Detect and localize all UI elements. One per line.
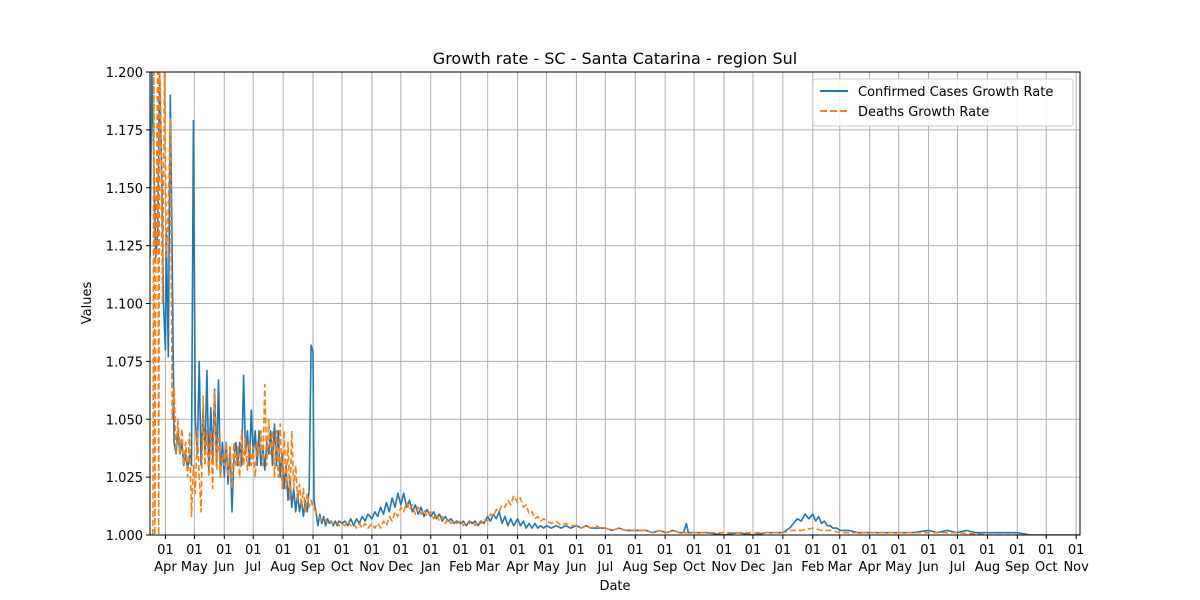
x-tick-month: Mar bbox=[475, 560, 500, 575]
x-tick-month: Sep bbox=[653, 560, 678, 575]
x-tick-month: Apr bbox=[858, 560, 881, 575]
x-tick-day: 01 bbox=[1009, 543, 1026, 558]
x-tick-month: Nov bbox=[359, 560, 385, 575]
x-tick-day: 01 bbox=[305, 543, 322, 558]
series-confirmed-cases-line bbox=[150, 72, 1080, 535]
y-tick-label: 1.175 bbox=[106, 124, 143, 139]
x-tick-day: 01 bbox=[804, 543, 821, 558]
x-tick-day: 01 bbox=[657, 543, 674, 558]
x-tick-day: 01 bbox=[422, 543, 439, 558]
x-tick-month: Aug bbox=[623, 560, 648, 575]
x-tick-day: 01 bbox=[334, 543, 351, 558]
x-tick-day: 01 bbox=[216, 543, 233, 558]
x-tick-day: 01 bbox=[568, 543, 585, 558]
x-tick-month: Jul bbox=[949, 560, 966, 575]
x-tick-month: Nov bbox=[711, 560, 737, 575]
x-tick-day: 01 bbox=[509, 543, 526, 558]
x-tick-month: Jul bbox=[244, 560, 261, 575]
x-tick-month: Aug bbox=[975, 560, 1000, 575]
x-tick-month: Jun bbox=[213, 560, 234, 575]
x-axis: 01 Apr 01 May 01 Jun 01 Jul 01 Aug 01 Sep 01 Oct 01 Nov… bbox=[154, 535, 1089, 575]
y-axis-label: Values bbox=[80, 282, 95, 325]
x-tick-day: 01 bbox=[686, 543, 703, 558]
x-tick-month: Dec bbox=[740, 560, 765, 575]
x-tick-month: Jan bbox=[420, 560, 441, 575]
x-tick-month: Aug bbox=[270, 560, 295, 575]
x-tick-month: Jun bbox=[565, 560, 586, 575]
x-tick-month: Nov bbox=[1063, 560, 1089, 575]
x-tick-day: 01 bbox=[245, 543, 262, 558]
x-tick-month: May bbox=[533, 560, 560, 575]
series-deaths-line bbox=[152, 72, 1080, 535]
x-tick-month: May bbox=[181, 560, 208, 575]
x-tick-day: 01 bbox=[949, 543, 966, 558]
x-tick-day: 01 bbox=[538, 543, 555, 558]
x-tick-month: May bbox=[885, 560, 912, 575]
x-tick-day: 01 bbox=[979, 543, 996, 558]
x-tick-month: Oct bbox=[1035, 560, 1057, 575]
grid-lines bbox=[150, 71, 1080, 536]
x-tick-month: Oct bbox=[683, 560, 705, 575]
y-tick-label: 1.050 bbox=[106, 413, 143, 428]
x-tick-day: 01 bbox=[745, 543, 762, 558]
x-tick-day: 01 bbox=[186, 543, 203, 558]
x-tick-day: 01 bbox=[452, 543, 469, 558]
x-tick-day: 01 bbox=[716, 543, 733, 558]
y-axis: 1.000 1.025 1.050 1.075 1.100 1.125 1.150 1.175… bbox=[106, 66, 150, 544]
y-tick-label: 1.025 bbox=[106, 471, 143, 486]
x-tick-day: 01 bbox=[157, 543, 174, 558]
x-tick-month: Mar bbox=[828, 560, 853, 575]
x-tick-day: 01 bbox=[920, 543, 937, 558]
y-tick-label: 1.075 bbox=[106, 355, 143, 370]
x-tick-month: Feb bbox=[801, 560, 824, 575]
x-tick-day: 01 bbox=[1068, 543, 1085, 558]
x-tick-day: 01 bbox=[275, 543, 292, 558]
x-tick-day: 01 bbox=[775, 543, 792, 558]
x-tick-month: Oct bbox=[331, 560, 353, 575]
y-tick-label: 1.100 bbox=[106, 298, 143, 313]
legend: Confirmed Cases Growth Rate Deaths Growt… bbox=[812, 78, 1074, 127]
x-tick-day: 01 bbox=[597, 543, 614, 558]
x-tick-day: 01 bbox=[832, 543, 849, 558]
x-tick-month: Apr bbox=[154, 560, 177, 575]
y-tick-label: 1.125 bbox=[106, 240, 143, 255]
x-tick-month: Apr bbox=[506, 560, 529, 575]
x-tick-month: Sep bbox=[1005, 560, 1030, 575]
x-tick-month: Jan bbox=[772, 560, 793, 575]
x-tick-day: 01 bbox=[364, 543, 381, 558]
x-axis-label: Date bbox=[599, 579, 630, 594]
x-tick-month: Jul bbox=[597, 560, 614, 575]
legend-box bbox=[812, 78, 1074, 127]
legend-label-deaths: Deaths Growth Rate bbox=[858, 105, 989, 120]
x-tick-day: 01 bbox=[393, 543, 410, 558]
x-tick-month: Dec bbox=[388, 560, 413, 575]
series-lines bbox=[150, 72, 1080, 535]
x-tick-month: Feb bbox=[449, 560, 472, 575]
x-tick-day: 01 bbox=[627, 543, 644, 558]
x-tick-day: 01 bbox=[479, 543, 496, 558]
y-tick-label: 1.000 bbox=[106, 529, 143, 544]
y-tick-label: 1.200 bbox=[106, 66, 143, 81]
legend-label-confirmed: Confirmed Cases Growth Rate bbox=[858, 85, 1053, 100]
x-tick-month: Sep bbox=[301, 560, 326, 575]
x-tick-month: Jun bbox=[917, 560, 938, 575]
x-tick-day: 01 bbox=[861, 543, 878, 558]
x-tick-day: 01 bbox=[890, 543, 907, 558]
y-tick-label: 1.150 bbox=[106, 182, 143, 197]
chart-title: Growth rate - SC - Santa Catarina - regi… bbox=[433, 49, 797, 68]
x-tick-day: 01 bbox=[1038, 543, 1055, 558]
